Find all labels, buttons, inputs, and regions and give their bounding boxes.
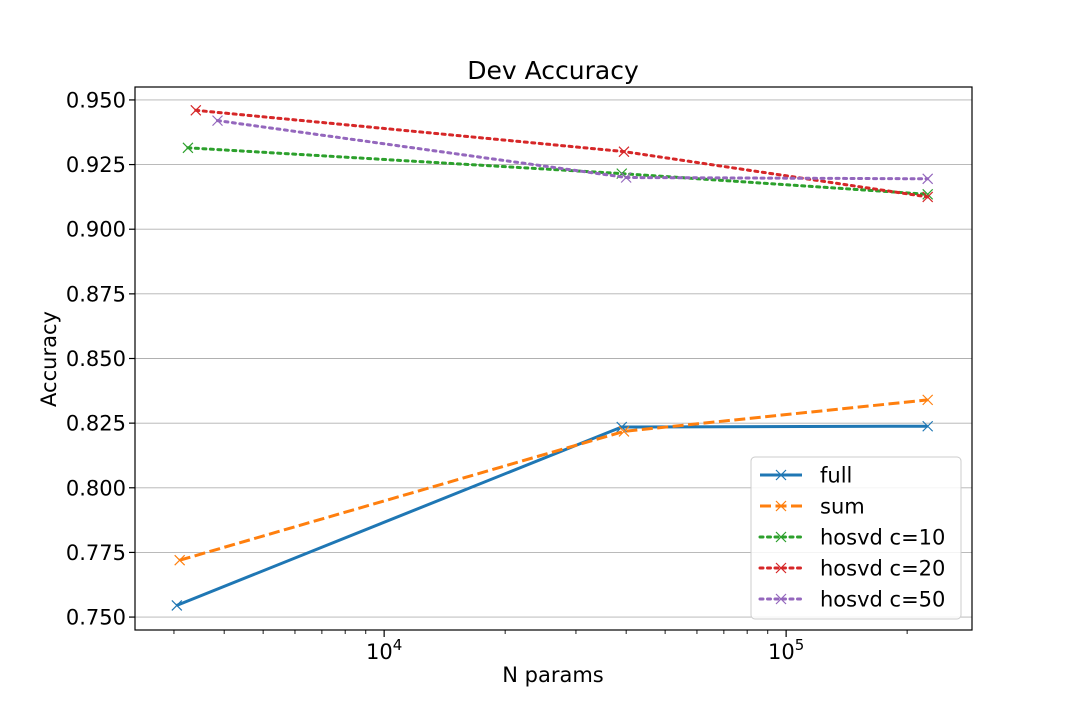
data-point-marker [618, 425, 630, 437]
data-point-marker [212, 115, 223, 127]
data-point-marker [620, 172, 632, 183]
legend-label: hosvd c=50 [820, 588, 945, 612]
series-hosvd-c-10 [182, 142, 934, 200]
x-tick-label: 104 [366, 636, 402, 664]
series-hosvd-c-20 [190, 104, 934, 203]
y-tick-label: 0.900 [66, 218, 126, 242]
data-point-marker [922, 420, 934, 432]
x-axis-label: N params [502, 663, 603, 687]
data-point-marker [922, 191, 934, 203]
series-hosvd-c-50 [212, 115, 934, 185]
legend-label: hosvd c=10 [820, 526, 945, 550]
data-point-marker [922, 188, 934, 200]
data-point-marker [174, 554, 186, 566]
legend-item: hosvd c=20 [758, 557, 945, 581]
y-tick-label: 0.850 [66, 347, 126, 371]
series-line [186, 146, 930, 196]
legend-marker [775, 593, 787, 605]
legend-label: sum [820, 495, 865, 519]
y-tick-label: 0.825 [66, 412, 126, 436]
data-point-marker [922, 394, 934, 406]
series-line [216, 119, 930, 181]
legend-marker [775, 500, 787, 512]
x-axis: 104 105 [173, 630, 908, 664]
legend-label: hosvd c=20 [820, 557, 945, 581]
legend-item: hosvd c=10 [758, 526, 945, 550]
series-lines [171, 104, 934, 611]
series-line [194, 108, 930, 199]
data-point-marker [171, 600, 183, 611]
series-sum [174, 394, 934, 566]
y-tick-label: 0.750 [66, 606, 126, 630]
grid-lines [135, 99, 972, 618]
chart-title: Dev Accuracy [467, 56, 639, 85]
y-axis: 0.750 0.775 0.800 0.825 0.850 0.875 0.900 0.925… [66, 88, 135, 630]
data-point-marker [922, 173, 934, 185]
legend-box [750, 456, 962, 620]
legend-marker [775, 531, 787, 543]
legend-item: full [760, 464, 852, 488]
y-tick-label: 0.950 [66, 88, 126, 112]
y-tick-label: 0.925 [66, 153, 126, 177]
x-tick-label: 105 [768, 636, 804, 664]
legend-label: full [820, 464, 852, 488]
legend-marker [775, 469, 787, 481]
data-point-marker [618, 146, 630, 158]
y-tick-label: 0.775 [66, 541, 126, 565]
legend-item: hosvd c=50 [758, 588, 945, 612]
y-tick-label: 0.875 [66, 282, 126, 306]
y-tick-label: 0.800 [66, 476, 126, 500]
legend-marker [775, 562, 787, 574]
data-point-marker [190, 104, 202, 116]
legend-item: sum [760, 495, 865, 519]
legend: full sum hosvd c=10 hosvd c=20 hosvd c=50 [750, 456, 962, 620]
y-axis-label: Accuracy [37, 311, 61, 407]
data-point-marker [182, 142, 194, 154]
